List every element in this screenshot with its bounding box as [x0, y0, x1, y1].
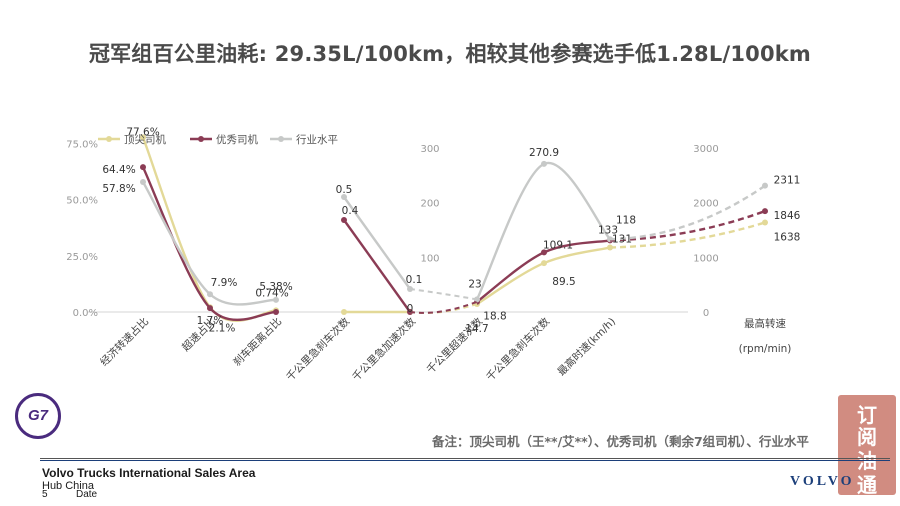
data-label: 131 — [612, 233, 632, 245]
data-label: 0.5 — [336, 184, 353, 196]
series-point-1 — [140, 134, 146, 141]
series-connector-2 — [409, 300, 478, 314]
series-line-1-panel-3 — [476, 246, 611, 305]
series-point-2 — [762, 208, 768, 215]
data-label: 0.1 — [406, 274, 423, 286]
data-label: 57.8% — [102, 183, 135, 195]
category-label: 最高转速 — [744, 317, 786, 330]
legend-marker-3 — [278, 136, 284, 142]
series-point-3 — [273, 296, 279, 303]
footer-date: Date — [76, 489, 98, 500]
data-label: 1846 — [774, 210, 801, 222]
legend-marker-1 — [106, 136, 112, 142]
right-axis-tick-label: 2000 — [693, 199, 718, 210]
series-connector-3 — [609, 184, 766, 241]
series-line-3-panel-1 — [141, 181, 277, 306]
footer-divider — [40, 458, 890, 459]
right-axis-tick-label: 0 — [703, 308, 709, 319]
data-label: 5.38% — [259, 281, 292, 293]
series-point-2 — [341, 217, 347, 223]
legend-marker-2 — [198, 136, 204, 142]
data-label: 1638 — [774, 231, 801, 243]
data-label: 89.5 — [552, 276, 575, 288]
data-label: 118 — [616, 214, 636, 226]
series-line-3-panel-3 — [475, 161, 611, 300]
category-label: 最高时速(km/h) — [555, 315, 618, 378]
legend-label: 顶尖司机 — [124, 133, 166, 146]
series-point-3 — [207, 291, 213, 298]
data-label: 18.8 — [483, 311, 506, 323]
series-connector-3 — [409, 288, 478, 301]
series-line-2-panel-1 — [141, 166, 277, 321]
data-label: 1.7% — [197, 315, 224, 327]
left-axis-tick-label: 0.0% — [73, 308, 98, 319]
data-label: 133 — [598, 224, 618, 236]
series-line-2-panel-2 — [343, 219, 411, 313]
series-point-2 — [541, 249, 547, 256]
category-label: 千公里急刹车次数 — [284, 315, 353, 384]
series-point-1 — [341, 309, 347, 315]
volvo-logo: VOLVO — [790, 474, 855, 489]
middle-axis-tick-label: 100 — [420, 253, 439, 264]
footer-company: Volvo Trucks International Sales Area — [42, 466, 256, 480]
series-point-2 — [140, 164, 146, 171]
series-point-1 — [541, 260, 547, 267]
data-label: 2.1% — [209, 322, 236, 334]
series-point-3 — [341, 194, 347, 200]
seal-stamp: 订阅油通 — [838, 395, 896, 497]
series-point-3 — [541, 160, 547, 167]
data-label: 77.6% — [126, 126, 159, 138]
right-axis-tick-label: 3000 — [693, 144, 718, 155]
legend-label: 行业水平 — [296, 133, 338, 146]
right-axis-tick-label: 1000 — [693, 253, 718, 264]
category-label: 千公里急加速次数 — [350, 315, 419, 384]
series-connector-2 — [609, 209, 766, 242]
middle-axis-tick-label: 300 — [420, 144, 439, 155]
footer-page-number: 5 — [42, 489, 48, 500]
data-label: 0.4 — [342, 205, 359, 217]
data-label: 14.7 — [465, 323, 488, 335]
category-label: 经济转速占比 — [97, 315, 151, 369]
fuel-metrics-chart: 0.0%25.0%50.0%75.0%100200300010002000300… — [66, 126, 801, 384]
data-label: 2311 — [774, 175, 801, 187]
series-point-2 — [207, 305, 213, 312]
category-label: 刹车距离占比 — [230, 315, 284, 369]
footer-accent-line — [40, 460, 890, 461]
data-label: 23 — [468, 278, 481, 290]
middle-axis-tick-label: 200 — [420, 199, 439, 210]
data-label: 7.9% — [211, 277, 238, 289]
data-label: 109.1 — [543, 239, 573, 251]
left-axis-tick-label: 75.0% — [66, 139, 98, 150]
data-label: 0.74% — [255, 287, 288, 299]
footer-area: Hub China — [42, 480, 94, 492]
legend-label: 优秀司机 — [216, 133, 258, 146]
g7-logo: G7 — [15, 393, 61, 439]
left-axis-tick-label: 25.0% — [66, 252, 98, 263]
category-label: (rpm/min) — [739, 343, 792, 355]
series-point-3 — [140, 178, 146, 185]
series-point-2 — [273, 309, 279, 315]
page-title: 冠军组百公里油耗: 29.35L/100km，相较其他参赛选手低1.28L/10… — [88, 42, 811, 66]
left-axis-tick-label: 50.0% — [66, 196, 98, 207]
data-label: 0 — [407, 303, 414, 315]
data-label: 270.9 — [529, 147, 559, 159]
data-label: 64.4% — [102, 164, 135, 176]
legend-note: 备注：顶尖司机（王**/艾**）、优秀司机（剩余7组司机）、行业水平 — [432, 434, 809, 449]
category-label: 千公里急刹车次数 — [484, 315, 553, 384]
series-line-3-panel-2 — [343, 196, 411, 290]
